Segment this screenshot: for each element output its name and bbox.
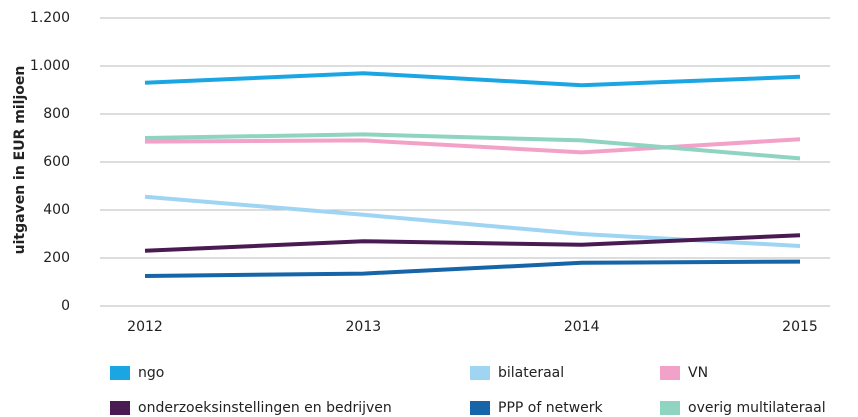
y-tick-label: 200 bbox=[43, 250, 70, 266]
y-tick-label: 600 bbox=[43, 154, 70, 170]
legend-label: ngo bbox=[138, 365, 164, 381]
y-tick-label: 0 bbox=[61, 298, 70, 314]
legend-swatch bbox=[660, 366, 680, 380]
legend-label: VN bbox=[688, 365, 708, 381]
x-tick-label: 2013 bbox=[346, 319, 382, 335]
legend-label: PPP of netwerk bbox=[498, 400, 604, 416]
legend-label: bilateraal bbox=[498, 365, 564, 381]
y-tick-label: 1.200 bbox=[30, 10, 70, 26]
legend-label: overig multilateraal bbox=[688, 400, 826, 416]
legend-swatch bbox=[110, 366, 130, 380]
x-tick-label: 2014 bbox=[564, 319, 600, 335]
line-series bbox=[144, 259, 801, 278]
y-tick-label: 1.000 bbox=[30, 58, 70, 74]
legend-swatch bbox=[470, 366, 490, 380]
line-series bbox=[144, 233, 801, 253]
y-axis-label: uitgaven in EUR miljoen bbox=[12, 66, 28, 255]
legend-swatch bbox=[110, 401, 130, 415]
line-series bbox=[144, 132, 801, 161]
line-series bbox=[144, 137, 801, 155]
legend-swatch bbox=[660, 401, 680, 415]
x-tick-label: 2012 bbox=[127, 319, 163, 335]
y-tick-label: 800 bbox=[43, 106, 70, 122]
y-tick-label: 400 bbox=[43, 202, 70, 218]
legend-label: onderzoeksinstellingen en bedrijven bbox=[138, 400, 392, 416]
legend-swatch bbox=[470, 401, 490, 415]
line-series bbox=[144, 71, 801, 88]
x-tick-label: 2015 bbox=[782, 319, 818, 335]
